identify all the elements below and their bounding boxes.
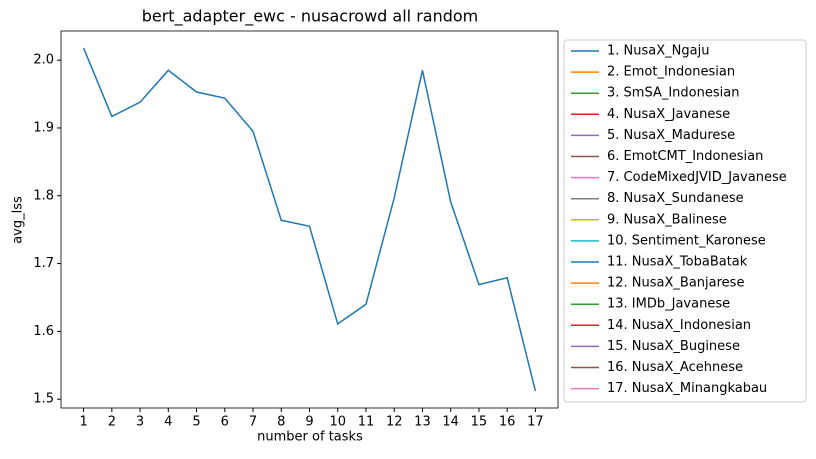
y-tick-label: 1.6 bbox=[33, 324, 54, 339]
line bbox=[82, 47, 537, 392]
legend-label: 12. NusaX_Banjarese bbox=[607, 276, 744, 291]
legend-label: 3. SmSA_Indonesian bbox=[607, 86, 739, 101]
legend-label: 13. IMDb_Javanese bbox=[607, 297, 730, 312]
x-tick-label: 4 bbox=[164, 415, 172, 430]
legend-label: 10. Sentiment_Karonese bbox=[607, 233, 766, 248]
legend-label: 4. NusaX_Javanese bbox=[607, 107, 730, 122]
legend-label: 5. NusaX_Madurese bbox=[607, 128, 735, 143]
plot-area bbox=[60, 30, 559, 409]
x-tick-label: 14 bbox=[442, 415, 459, 430]
legend-label: 11. NusaX_TobaBatak bbox=[607, 255, 748, 270]
x-tick-label: 15 bbox=[471, 415, 488, 430]
x-tick-label: 11 bbox=[358, 415, 375, 430]
x-tick-label: 7 bbox=[249, 415, 257, 430]
legend: 1. NusaX_Ngaju 2. Emot_Indonesian 3. SmSA_… bbox=[563, 39, 807, 403]
legend-label: 15. NusaX_Buginese bbox=[607, 339, 740, 354]
y-tick-label: 1.5 bbox=[33, 392, 54, 407]
legend-label: 16. NusaX_Acehnese bbox=[607, 360, 743, 375]
x-tick-label: 13 bbox=[414, 415, 431, 430]
x-tick-label: 2 bbox=[108, 415, 116, 430]
x-tick-label: 1 bbox=[79, 415, 87, 430]
x-tick-label: 5 bbox=[192, 415, 200, 430]
y-tick-label: 1.8 bbox=[33, 188, 54, 203]
chart-title: bert_adapter_ewc - nusacrowd all random bbox=[142, 7, 479, 27]
legend-label: 7. CodeMixedJVID_Javanese bbox=[607, 170, 787, 185]
x-tick-label: 8 bbox=[277, 415, 285, 430]
x-tick-label: 17 bbox=[527, 415, 544, 430]
legend-label: 14. NusaX_Indonesian bbox=[607, 318, 751, 333]
y-tick-label: 1.9 bbox=[33, 120, 54, 135]
y-tick-label: 2.0 bbox=[33, 53, 54, 68]
x-tick-label: 16 bbox=[499, 415, 516, 430]
y-tick-label: 1.7 bbox=[33, 256, 54, 271]
y-axis-label: avg_lss bbox=[11, 196, 26, 244]
x-tick-label: 3 bbox=[136, 415, 144, 430]
legend-label: 9. NusaX_Balinese bbox=[607, 212, 727, 227]
x-tick-label: 12 bbox=[386, 415, 403, 430]
legend-label: 1. NusaX_Ngaju bbox=[607, 44, 709, 59]
legend-label: 17. NusaX_Minangkabau bbox=[607, 381, 767, 396]
x-axis-label: number of tasks bbox=[257, 430, 363, 445]
x-tick-label: 9 bbox=[305, 415, 313, 430]
x-tick-label: 6 bbox=[221, 415, 229, 430]
legend-box bbox=[563, 39, 807, 403]
x-tick-label: 10 bbox=[329, 415, 346, 430]
legend-label: 8. NusaX_Sundanese bbox=[607, 191, 744, 206]
legend-label: 6. EmotCMT_Indonesian bbox=[607, 149, 763, 164]
legend-label: 2. Emot_Indonesian bbox=[607, 65, 735, 80]
